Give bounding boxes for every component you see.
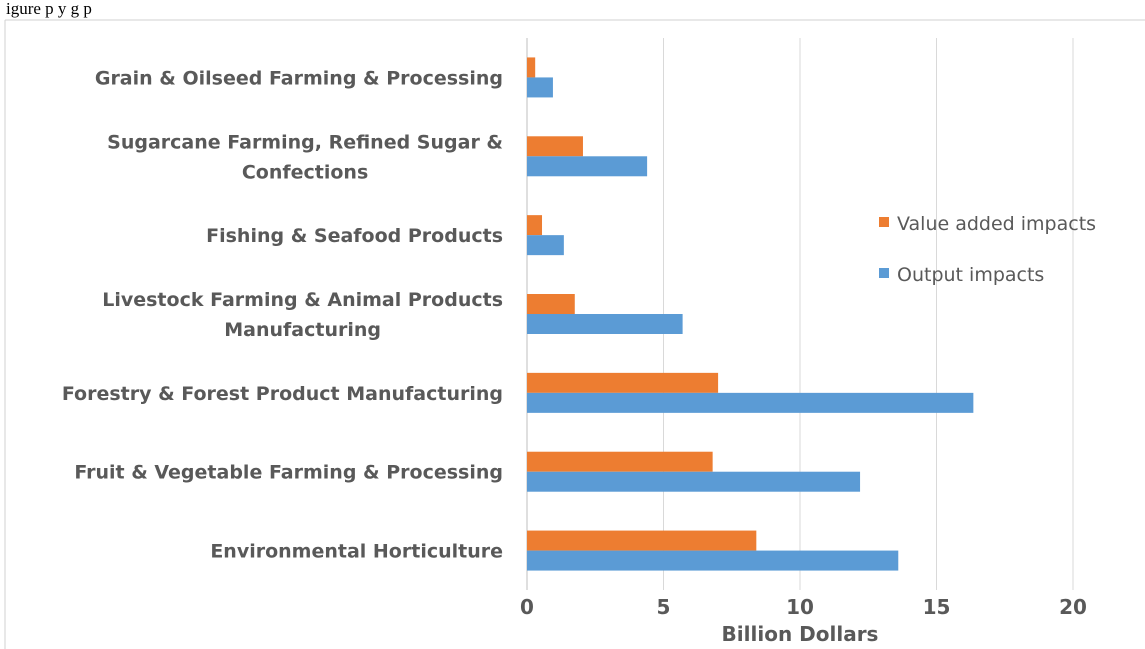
x-axis-title: Billion Dollars bbox=[722, 622, 879, 646]
bar-value-added bbox=[527, 451, 713, 472]
bar-value-added bbox=[527, 57, 536, 78]
figure-caption: igure p y g p bbox=[6, 0, 92, 18]
bar-output bbox=[527, 550, 899, 571]
bar-output bbox=[527, 77, 553, 98]
x-tick-label: 20 bbox=[1059, 595, 1087, 619]
category-label: Grain & Oilseed Farming & Processing bbox=[95, 67, 503, 89]
category-label: Fishing & Seafood Products bbox=[206, 225, 503, 247]
bar-value-added bbox=[527, 294, 575, 314]
category-labels: Environmental Horticulture Fruit & Vegeta… bbox=[62, 67, 503, 562]
x-tick-label: 5 bbox=[657, 595, 671, 619]
bar-value-added bbox=[527, 530, 757, 551]
legend: Value added impacts Output impacts bbox=[879, 213, 1096, 286]
bar-output bbox=[527, 471, 861, 492]
bars bbox=[527, 57, 974, 571]
bar-output bbox=[527, 392, 974, 413]
legend-swatch-value-added bbox=[879, 217, 889, 227]
x-tick-label: 10 bbox=[786, 595, 814, 619]
bar-value-added bbox=[527, 215, 543, 236]
x-tick-labels: 0 5 10 15 20 bbox=[520, 595, 1087, 619]
x-tick-label: 15 bbox=[923, 595, 951, 619]
category-label: Sugarcane Farming, Refined Sugar & bbox=[107, 131, 503, 153]
category-label: Forestry & Forest Product Manufacturing bbox=[62, 383, 503, 405]
legend-label-output: Output impacts bbox=[897, 264, 1044, 286]
bar-output bbox=[527, 156, 648, 177]
bar-output bbox=[527, 235, 564, 256]
category-label: Confections bbox=[242, 161, 368, 183]
x-tick-label: 0 bbox=[520, 595, 534, 619]
category-label: Manufacturing bbox=[224, 319, 381, 341]
legend-swatch-output bbox=[879, 268, 889, 278]
bar-output bbox=[527, 314, 683, 334]
bar-value-added bbox=[527, 136, 583, 157]
category-label: Fruit & Vegetable Farming & Processing bbox=[74, 462, 503, 484]
category-label: Livestock Farming & Animal Products bbox=[102, 289, 503, 311]
category-label: Environmental Horticulture bbox=[210, 541, 503, 563]
legend-label-value-added: Value added impacts bbox=[897, 213, 1096, 235]
bar-value-added bbox=[527, 372, 719, 393]
